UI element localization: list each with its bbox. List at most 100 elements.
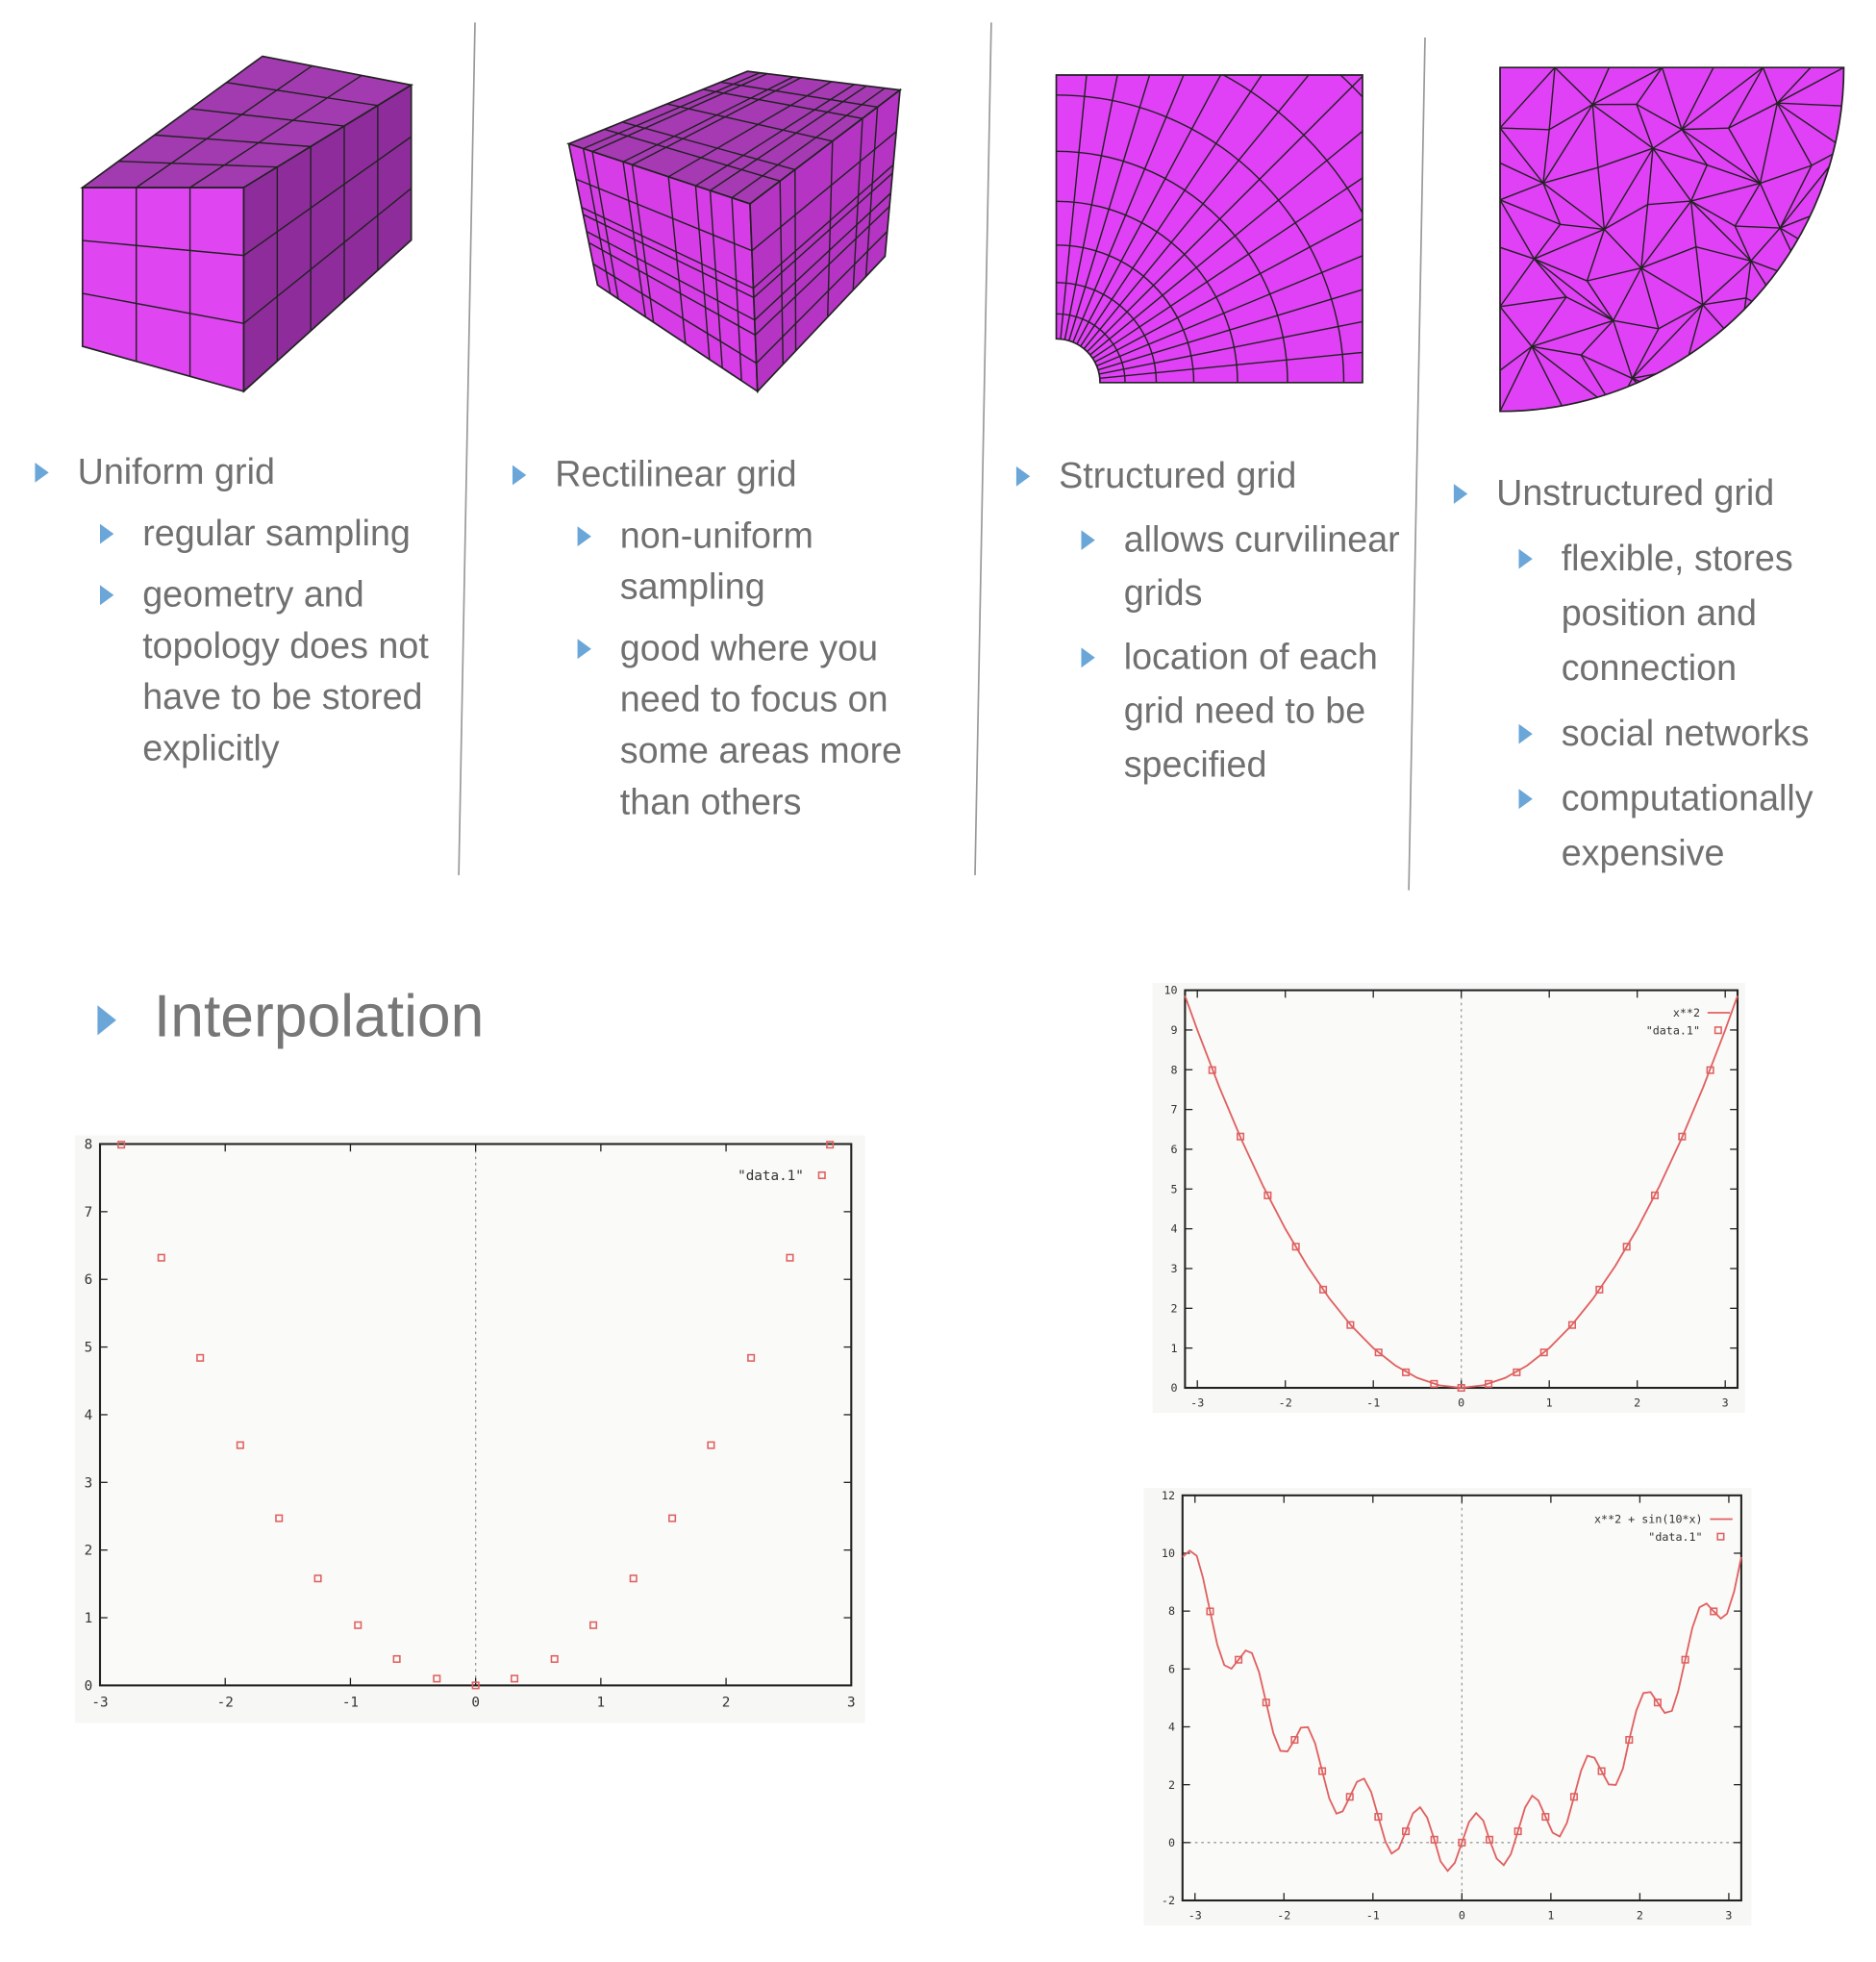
mesh-line [1531, 296, 1567, 347]
mesh-line [1499, 67, 1556, 129]
x-tick-label: -1 [1366, 1908, 1380, 1922]
data-line [1182, 1549, 1742, 1873]
x-tick-label: -3 [1188, 1908, 1202, 1922]
mesh-line [622, 121, 795, 171]
column: Rectilinear grid non-uniform sampling good… [513, 449, 920, 828]
mesh-line [1776, 102, 1813, 166]
data-point [1486, 1835, 1494, 1844]
bullet [1518, 789, 1533, 810]
data-point [1345, 1793, 1354, 1801]
mesh-line [1640, 200, 1692, 269]
mesh-line [136, 64, 313, 189]
mesh-line [1636, 103, 1683, 131]
mesh-line [1089, 130, 1363, 356]
x-tick-label: -2 [1277, 1908, 1290, 1922]
mesh-line [1738, 344, 1794, 358]
data-point [1625, 1735, 1634, 1745]
mesh-line [1695, 245, 1752, 263]
mesh-line [1613, 320, 1634, 379]
item-text: location of each grid need to be specifi… [1123, 637, 1378, 785]
data-point [157, 1253, 165, 1262]
mesh-line [1734, 183, 1762, 227]
mesh-line [226, 82, 378, 107]
plot-frame [1181, 1494, 1742, 1902]
data-point [471, 1681, 480, 1690]
data-point [550, 1654, 559, 1663]
y-tick-label: 2 [1168, 1778, 1175, 1792]
data-point [1706, 1066, 1714, 1074]
bullet [97, 1005, 116, 1036]
mesh-line [1499, 127, 1550, 131]
legend-swatch [817, 1170, 826, 1180]
legend-label: "data.1" [1648, 1530, 1702, 1544]
mesh-line [1652, 147, 1692, 202]
mesh-line [1738, 344, 1802, 412]
mesh-line [1063, 74, 1118, 340]
mesh-line [583, 214, 755, 299]
y-tick-label: 8 [1171, 1063, 1178, 1076]
mesh-line [1640, 267, 1704, 306]
data-point [1206, 1607, 1214, 1616]
mesh-line [1083, 74, 1310, 350]
chart: -3 -2 -1 0 1 2 3 0 1 2 3 4 5 6 7 8 "data.1" [75, 1135, 865, 1723]
mesh-line [1734, 225, 1752, 262]
data-point [1208, 1066, 1216, 1074]
x-tick-label: -1 [1366, 1396, 1380, 1409]
mesh-line [1534, 228, 1605, 260]
mesh-line [1586, 280, 1614, 321]
x-tick-label: -1 [342, 1695, 359, 1710]
x-tick-label: 3 [1725, 1908, 1732, 1922]
data-point [1263, 1191, 1272, 1199]
bullet [1015, 465, 1031, 487]
mesh-line [1613, 267, 1642, 321]
mesh-line [1690, 182, 1761, 202]
data-point [1569, 1793, 1578, 1801]
y-tick-label: 12 [1162, 1489, 1175, 1502]
mesh-line [1776, 67, 1812, 104]
mesh-line [1632, 377, 1713, 412]
mesh-line [1762, 67, 1778, 104]
y-tick-label: 8 [85, 1138, 93, 1153]
bullet [1453, 484, 1468, 504]
mesh-line [1793, 357, 1802, 412]
mesh-line [1681, 67, 1714, 130]
mesh-line [1636, 104, 1654, 149]
bullet [1518, 723, 1533, 744]
mesh-line [1702, 260, 1752, 306]
legend-swatch [1713, 1026, 1722, 1035]
data-point [1237, 1132, 1245, 1141]
mesh-line [1591, 67, 1663, 106]
title-text: Structured grid [1059, 455, 1297, 496]
data-point [1458, 1838, 1466, 1847]
mesh-line [1080, 74, 1263, 347]
mesh-line [731, 88, 886, 199]
mesh-line [754, 206, 890, 336]
mesh-line [667, 81, 832, 178]
mesh-line [1689, 200, 1697, 247]
data-point [1430, 1379, 1438, 1388]
mesh-line [1690, 200, 1752, 262]
mesh-line [1695, 246, 1704, 305]
y-tick-label: 0 [1171, 1381, 1178, 1395]
mesh-line [1711, 345, 1740, 412]
bullet [1518, 548, 1533, 569]
mesh-line [190, 108, 345, 127]
mesh-line [1581, 354, 1633, 380]
mesh-line [1647, 200, 1691, 206]
y-tick-label: 4 [85, 1408, 93, 1423]
mesh-line [1499, 345, 1533, 412]
y-tick-label: 6 [1171, 1143, 1178, 1156]
mesh-line [583, 72, 761, 150]
column: Uniform grid regular sampling geometry and… [35, 447, 436, 775]
y-tick-label: 10 [1162, 1547, 1175, 1560]
data-point [1374, 1348, 1383, 1357]
mesh-line [586, 230, 756, 321]
mesh-line [1682, 127, 1729, 131]
x-tick-label: 2 [1634, 1396, 1640, 1409]
mesh-line [1591, 104, 1654, 149]
mesh-line [1661, 67, 1683, 130]
mesh-line [1793, 356, 1844, 380]
